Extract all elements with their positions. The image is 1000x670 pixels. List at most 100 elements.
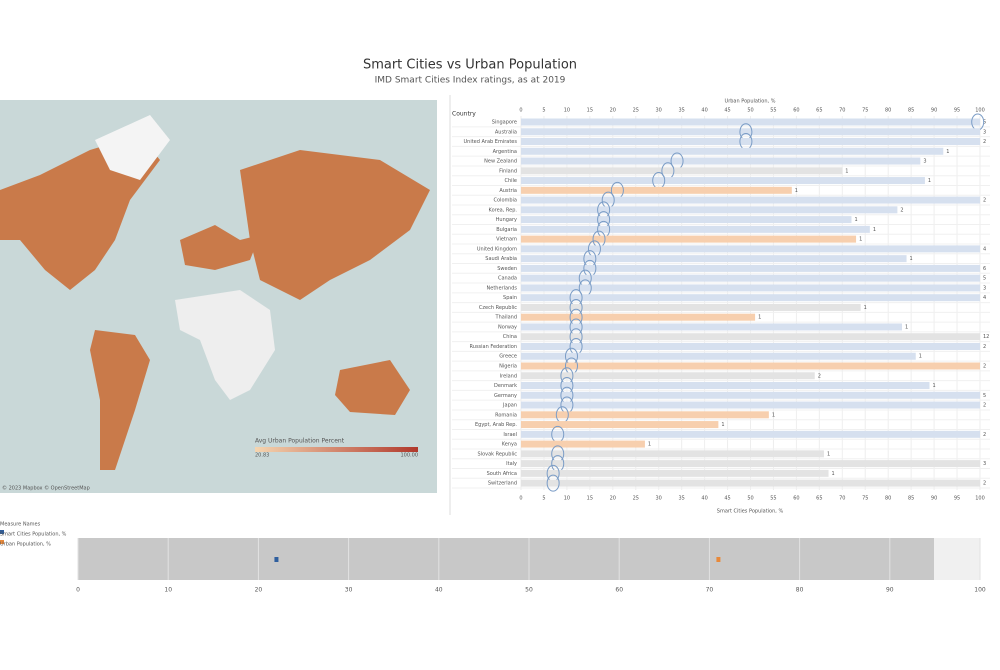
- x-tick-label: 0: [76, 587, 80, 594]
- x-tick-label-top: 95: [954, 108, 960, 114]
- row-label: Korea, Rep.: [489, 207, 518, 213]
- row-label: Japan: [502, 403, 517, 409]
- asia: [240, 150, 430, 300]
- count-label: 1: [910, 256, 913, 262]
- bar: [521, 255, 907, 263]
- row-label: Australia: [495, 129, 517, 135]
- count-label: 2: [983, 364, 986, 370]
- x-tick-label: 90: [886, 587, 894, 594]
- row-label: Czech Republic: [479, 305, 517, 311]
- x-tick-label-top: 85: [908, 108, 914, 114]
- x-tick-label-top: 60: [793, 108, 799, 114]
- greenland: [95, 115, 170, 180]
- bar: [521, 450, 824, 458]
- x-tick-label-top: 5: [542, 108, 545, 114]
- count-label: 1: [864, 305, 867, 311]
- count-label: 5: [983, 393, 986, 399]
- row-label: Finland: [499, 168, 517, 174]
- count-label: 1: [721, 422, 724, 428]
- australia: [335, 360, 410, 415]
- legend-label: Smart Cities Population, %: [0, 532, 67, 538]
- map-legend-max: 100.00: [401, 453, 419, 459]
- title: Smart Cities vs Urban Population: [363, 58, 577, 73]
- x-tick-label-top: 20: [610, 108, 616, 114]
- row-label: Singapore: [492, 120, 517, 126]
- row-label: Sweden: [497, 266, 517, 272]
- bar: [521, 274, 980, 282]
- row-label: China: [503, 334, 517, 340]
- bar: [521, 401, 980, 409]
- x-tick-label-bottom: 50: [747, 496, 753, 502]
- x-tick-label: 30: [345, 587, 353, 594]
- x-tick-label-top: 15: [587, 108, 593, 114]
- x-tick-label: 60: [615, 587, 623, 594]
- x-tick-label: 70: [706, 587, 714, 594]
- row-label: Netherlands: [487, 285, 518, 291]
- row-label: Spain: [503, 295, 517, 301]
- x-tick-label-bottom: 85: [908, 496, 914, 502]
- south-america: [90, 330, 150, 470]
- count-label: 1: [772, 412, 775, 418]
- x-tick-label-top: 10: [564, 108, 570, 114]
- x-tick-label-bottom: 55: [770, 496, 776, 502]
- row-label: Russian Federation: [470, 344, 517, 350]
- x-tick-label-top: 0: [519, 108, 522, 114]
- x-tick-label-top: 100: [975, 108, 985, 114]
- count-label: 1: [758, 315, 761, 321]
- x-tick-label-top: 45: [724, 108, 730, 114]
- bar: [521, 216, 852, 224]
- x-tick-label-bottom: 15: [587, 496, 593, 502]
- subtitle: IMD Smart Cities Index ratings, as at 20…: [375, 76, 566, 86]
- x-tick-label-top: 70: [839, 108, 845, 114]
- bar: [521, 118, 980, 126]
- row-label: Israel: [503, 432, 517, 438]
- x-tick-label-top: 65: [816, 108, 822, 114]
- count-label: 1: [827, 451, 830, 457]
- count-label: 2: [983, 481, 986, 487]
- count-label: 1: [859, 237, 862, 243]
- count-label: 1: [919, 354, 922, 360]
- legend-label: Urban Population, %: [0, 542, 51, 548]
- x-tick-label-bottom: 5: [542, 496, 545, 502]
- count-label: 4: [983, 246, 986, 252]
- x-tick-label-bottom: 65: [816, 496, 822, 502]
- row-label: Switzerland: [488, 481, 517, 487]
- count-label: 1: [928, 178, 931, 184]
- row-label: Nigeria: [499, 364, 517, 370]
- x-tick-label-bottom: 70: [839, 496, 845, 502]
- x-tick-label: 40: [435, 587, 443, 594]
- bar: [521, 167, 843, 175]
- bar: [521, 479, 980, 487]
- row-label: Hungary: [496, 217, 517, 223]
- count-label: 1: [905, 324, 908, 330]
- row-label: Italy: [506, 461, 517, 467]
- count-label: 1: [845, 168, 848, 174]
- x-tick-label-bottom: 20: [610, 496, 616, 502]
- bar: [521, 245, 980, 253]
- x-tick-label-top: 25: [633, 108, 639, 114]
- x-tick-label: 10: [164, 587, 172, 594]
- row-label: Argentina: [493, 149, 517, 155]
- row-label: Austria: [499, 188, 517, 194]
- x-tick-label-top: 80: [885, 108, 891, 114]
- dot: [546, 474, 560, 492]
- north-america: [0, 135, 160, 290]
- bar: [521, 147, 944, 155]
- bar: [521, 460, 980, 468]
- bar: [521, 225, 870, 233]
- bar: [521, 440, 645, 448]
- column-header: Country: [452, 111, 476, 118]
- count-label: 1: [795, 188, 798, 194]
- x-tick-label-bottom: 30: [656, 496, 662, 502]
- bar: [521, 303, 861, 311]
- count-label: 1: [832, 471, 835, 477]
- row-label: Thailand: [495, 315, 517, 321]
- europe: [180, 225, 260, 270]
- bar: [521, 177, 925, 185]
- bar: [521, 157, 921, 165]
- count-label: 5: [983, 120, 986, 126]
- bar: [521, 323, 902, 331]
- bar: [521, 362, 980, 370]
- marker: [274, 557, 279, 562]
